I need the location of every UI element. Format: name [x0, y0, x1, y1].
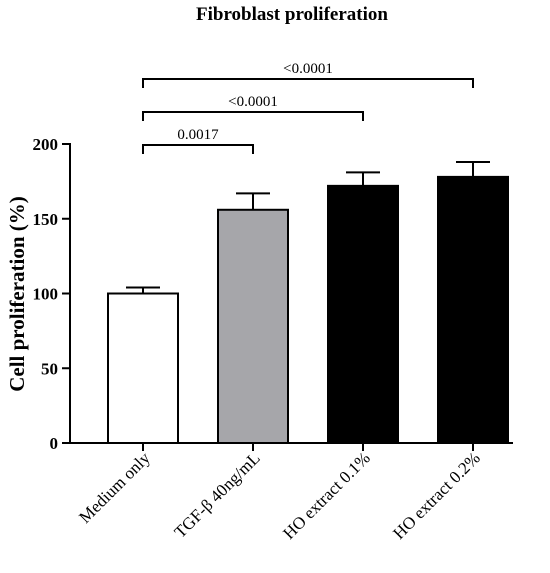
error-bars	[126, 160, 490, 294]
x-tick-label: HO extract 0.2%	[389, 448, 484, 543]
y-tick-label: 150	[33, 210, 59, 229]
y-axis-label: Cell proliferation (%)	[5, 196, 29, 392]
chart-title: Fibroblast proliferation	[196, 4, 388, 25]
bars	[107, 175, 509, 445]
p-value-label: <0.0001	[283, 61, 333, 77]
significance-bracket	[142, 111, 364, 121]
significance-bracket	[142, 144, 254, 154]
y-tick-label: 0	[50, 434, 59, 453]
p-value-label: 0.0017	[177, 127, 219, 143]
significance-brackets: 0.0017 <0.0001 <0.0001	[142, 61, 474, 154]
bar	[107, 292, 179, 444]
y-tick-label: 100	[33, 285, 59, 304]
x-tick-label: HO extract 0.1%	[279, 448, 374, 543]
y-tick-label: 200	[33, 135, 59, 154]
x-tick-label: TGF-β 40ng/mL	[170, 448, 263, 541]
bar	[437, 175, 509, 444]
y-tick-label: 50	[41, 359, 58, 378]
x-tick-label: Medium only	[75, 448, 154, 527]
p-value-label: <0.0001	[228, 94, 278, 110]
bar	[217, 208, 289, 444]
bar	[327, 184, 399, 445]
significance-bracket	[142, 78, 474, 88]
